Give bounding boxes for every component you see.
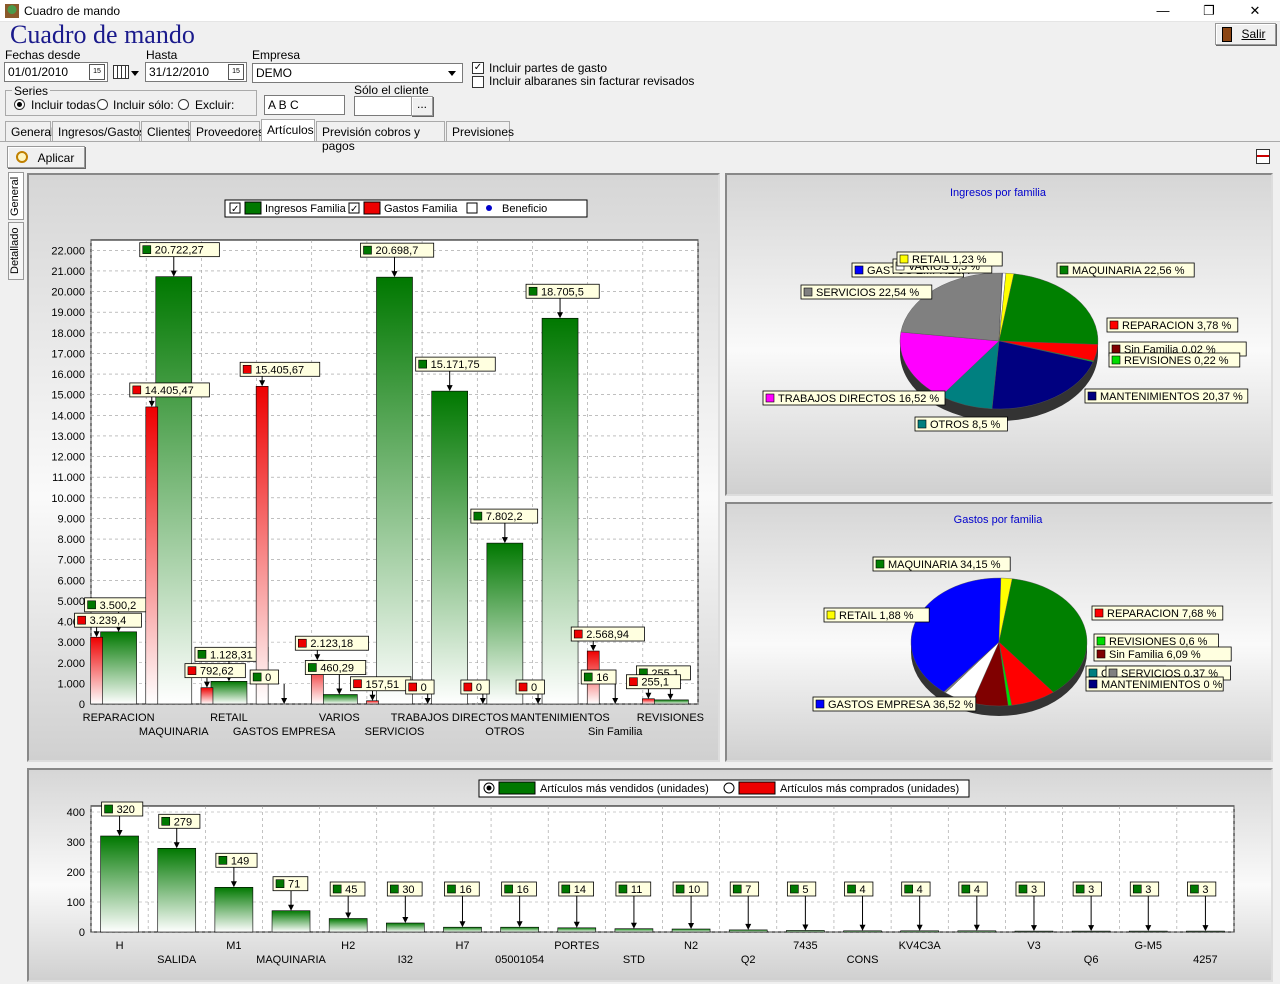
tab-previsión-cobros-y-pagos[interactable]: Previsión cobros y pagos	[316, 121, 445, 153]
chevron-down-icon	[448, 71, 456, 76]
tab-proveedores[interactable]: Proveedores	[190, 121, 264, 141]
window-titlebar: Cuadro de mando — ❐ ✕	[0, 0, 1280, 22]
series-value: A B C	[268, 98, 299, 112]
series-todas-radio[interactable]	[14, 99, 25, 110]
tab-previsiones[interactable]: Previsiones	[446, 121, 514, 141]
series-input[interactable]: A B C	[264, 95, 345, 115]
incluir-albaranes-checkbox[interactable]	[472, 76, 484, 88]
gastos-pie-panel	[725, 502, 1273, 762]
ingresos-pie-panel	[725, 173, 1273, 496]
series-excluir-label: Excluir:	[195, 98, 235, 112]
app-icon	[5, 4, 19, 18]
series-group	[5, 90, 257, 116]
maximize-button[interactable]: ❐	[1203, 3, 1215, 18]
calendar-grid-icon	[113, 65, 129, 79]
door-icon	[1222, 27, 1232, 42]
aplicar-button[interactable]: Aplicar	[7, 146, 85, 168]
tab-general[interactable]: General	[5, 121, 54, 141]
salir-label: Salir	[1241, 27, 1266, 41]
calendar-icon[interactable]: 15	[228, 64, 244, 80]
fecha-desde-input[interactable]: 01/01/2010	[4, 62, 108, 82]
series-label: Series	[12, 84, 51, 98]
window-title: Cuadro de mando	[24, 4, 121, 18]
chevron-down-icon	[131, 71, 139, 76]
fecha-desde-value: 01/01/2010	[8, 65, 69, 79]
series-excluir-radio[interactable]	[178, 99, 189, 110]
tab-ingresos-gastos[interactable]: Ingresos/Gastos	[52, 121, 145, 141]
tab-artículos[interactable]: Artículos	[261, 119, 315, 142]
fecha-hasta-value: 31/12/2010	[149, 65, 210, 79]
close-button[interactable]: ✕	[1249, 3, 1261, 18]
solo-cliente-browse-button[interactable]: ...	[411, 96, 433, 116]
side-tab-detallado[interactable]: Detallado	[8, 222, 24, 280]
tab-clientes[interactable]: Clientes	[141, 121, 190, 141]
incluir-albaranes-label: Incluir albaranes sin facturar revisados	[489, 74, 695, 88]
empresa-select[interactable]: DEMO	[252, 63, 463, 83]
salir-button[interactable]: Salir	[1215, 23, 1276, 45]
fechas-desde-label: Fechas desde	[5, 48, 81, 62]
calendar-icon[interactable]: 15	[89, 64, 105, 80]
tab-divider	[0, 141, 1280, 142]
series-solo-radio[interactable]	[97, 99, 108, 110]
calendar-dropdown-button[interactable]	[113, 64, 139, 82]
solo-cliente-label: Sólo el cliente	[354, 83, 429, 97]
export-icon[interactable]	[1256, 149, 1270, 164]
incluir-partes-checkbox[interactable]: ✓	[472, 62, 484, 74]
magnifier-icon	[16, 151, 28, 163]
empresa-value: DEMO	[256, 66, 292, 80]
side-tab-general[interactable]: General	[8, 172, 24, 220]
incluir-partes-label: Incluir partes de gasto	[489, 61, 608, 75]
minimize-button[interactable]: —	[1156, 3, 1170, 18]
series-todas-label: Incluir todas	[31, 98, 96, 112]
solo-cliente-input[interactable]	[354, 96, 412, 116]
hasta-label: Hasta	[146, 48, 178, 62]
articles-bar-panel	[27, 768, 1273, 982]
page-title: Cuadro de mando	[10, 20, 195, 49]
series-solo-label: Incluir sólo:	[113, 98, 174, 112]
family-bar-panel	[27, 173, 720, 762]
fecha-hasta-input[interactable]: 31/12/2010	[145, 62, 247, 82]
aplicar-label: Aplicar	[37, 151, 75, 165]
empresa-label: Empresa	[252, 48, 301, 62]
